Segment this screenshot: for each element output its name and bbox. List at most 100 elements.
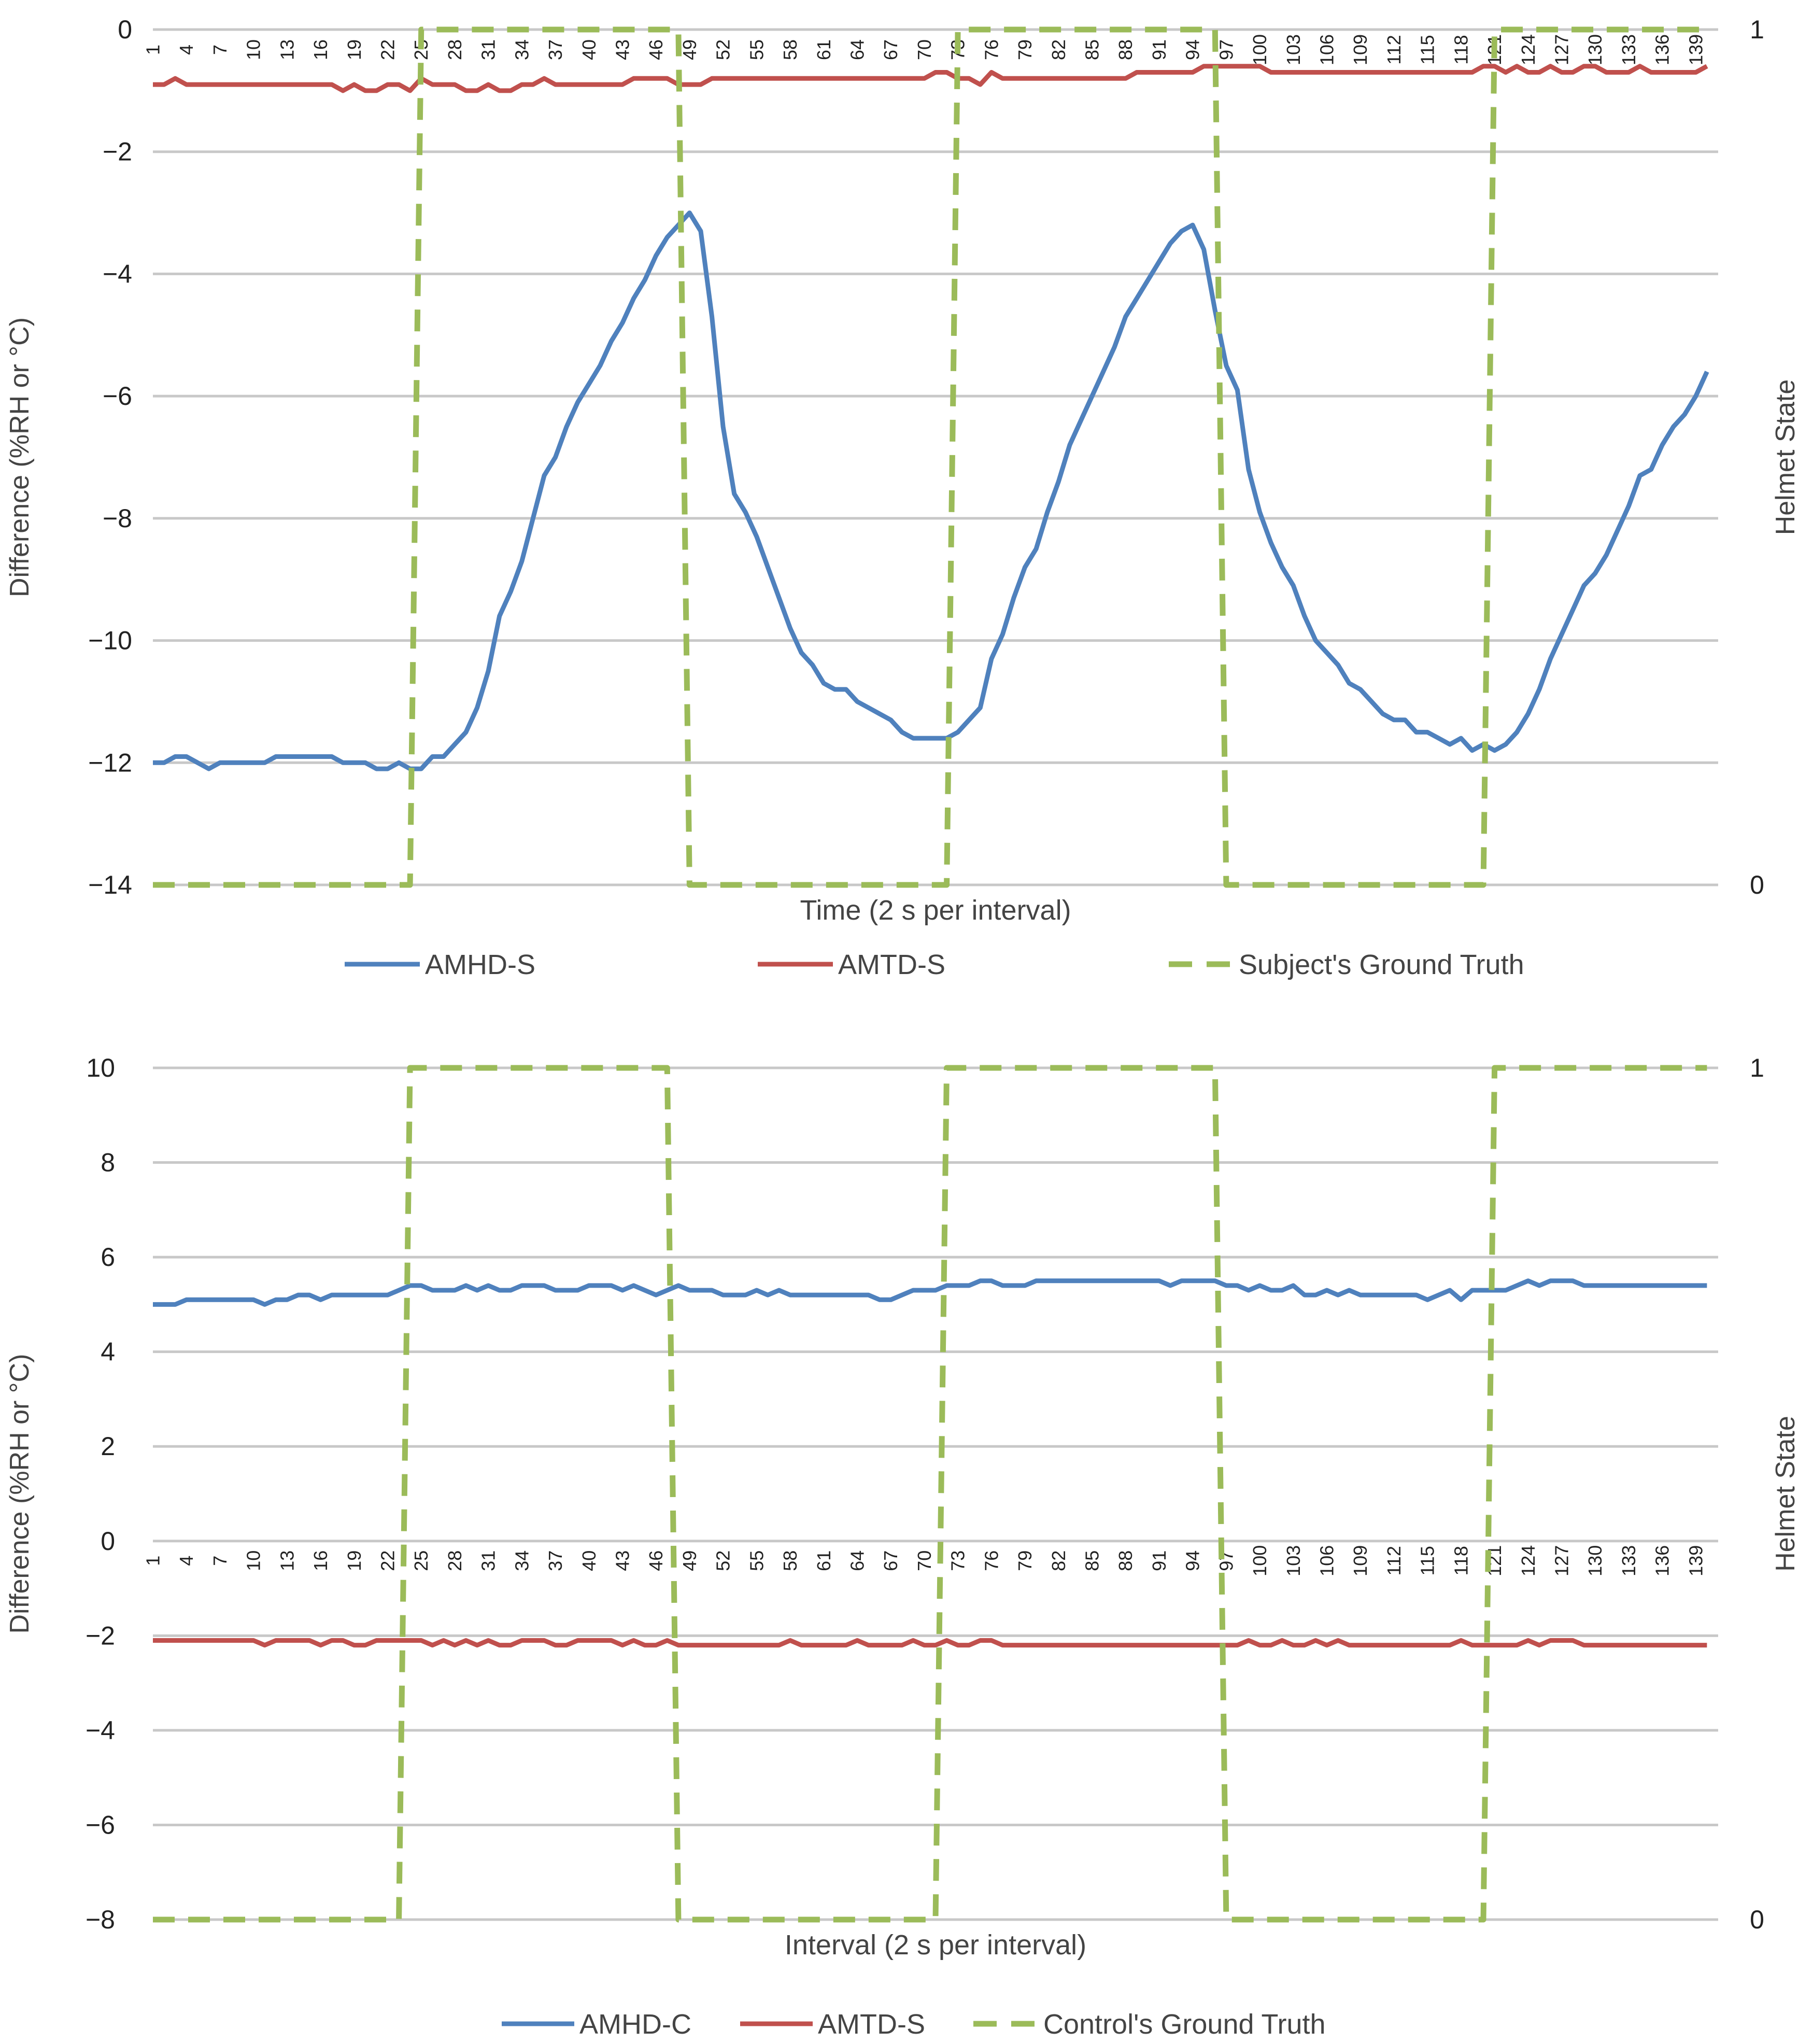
x-tick-label: 28 — [444, 39, 465, 60]
x-tick-label: 73 — [947, 1550, 969, 1571]
x-tick-label: 55 — [746, 39, 767, 60]
x-tick-label: 4 — [176, 45, 197, 55]
x-tick-label: 19 — [344, 39, 365, 60]
x-tick-label: 10 — [243, 1550, 264, 1571]
x-tick-label: 85 — [1082, 39, 1103, 60]
x-tick-label: 16 — [310, 1550, 331, 1571]
x-tick-label: 40 — [578, 39, 600, 60]
y-tick-label: 4 — [101, 1337, 115, 1366]
x-tick-label: 31 — [478, 39, 499, 60]
x-tick-label: 61 — [813, 39, 834, 60]
y-tick-label: −2 — [103, 137, 132, 166]
x-tick-label: 37 — [545, 1550, 566, 1571]
x-tick-label: 43 — [612, 39, 633, 60]
x-tick-label: 58 — [780, 39, 801, 60]
x-tick-label: 34 — [511, 39, 532, 60]
x-tick-label: 115 — [1417, 35, 1438, 64]
top-chart: 0−2−4−6−8−10−12−14 011 4 7 10 13 16 19 22 25 28 31 3… — [5, 15, 1801, 980]
x-tick-label: 13 — [276, 1550, 298, 1571]
x-tick-label: 61 — [813, 1550, 834, 1571]
x-tick-label: 88 — [1115, 39, 1136, 60]
x-tick-label: 64 — [847, 1550, 868, 1571]
series-line-subject-s-ground-truth — [153, 26, 1707, 888]
x-tick-label: 22 — [377, 39, 399, 60]
x-tick-label: 85 — [1082, 1550, 1103, 1571]
x-tick-label: 70 — [914, 39, 935, 60]
x-tick-label: 91 — [1149, 39, 1170, 60]
y-axis-title: Difference (%RH or °C) — [5, 317, 35, 597]
x-tick-label: 97 — [1215, 39, 1237, 60]
x-tick-label: 136 — [1652, 34, 1673, 65]
legend-label: AMTD-S — [818, 2009, 925, 2040]
legend-label: Subject's Ground Truth — [1239, 949, 1524, 980]
x-tick-label: 103 — [1283, 1545, 1304, 1576]
x-tick-label: 79 — [1014, 39, 1036, 60]
legend-label: AMTD-S — [838, 949, 945, 980]
x-tick-label: 4 — [176, 1556, 197, 1566]
y-tick-label: 6 — [101, 1243, 115, 1272]
x-tick-label: 139 — [1685, 34, 1706, 65]
x-tick-label: 139 — [1685, 1545, 1706, 1576]
y-tick-label: −2 — [86, 1621, 115, 1650]
y-tick-label: 0 — [118, 15, 132, 44]
x-tick-label: 58 — [780, 1550, 801, 1571]
x-tick-label: 1 — [143, 45, 164, 55]
y-tick-label: −6 — [86, 1810, 115, 1839]
x-tick-label: 124 — [1518, 1545, 1539, 1576]
y-tick-label: −14 — [88, 870, 132, 899]
x-tick-label: 106 — [1316, 34, 1338, 65]
x-tick-label: 109 — [1350, 34, 1371, 65]
x-axis-title: Interval (2 s per interval) — [785, 1929, 1086, 1961]
x-tick-label: 130 — [1584, 34, 1606, 65]
x-tick-label: 25 — [410, 1550, 432, 1571]
x-tick-label: 70 — [914, 1550, 935, 1571]
y2-tick-label: 0 — [1750, 870, 1764, 899]
series-line-amtd-s — [153, 64, 1708, 93]
y-tick-label: 10 — [86, 1053, 115, 1082]
x-tick-label: 91 — [1149, 1550, 1170, 1571]
x-tick-label: 40 — [578, 1550, 600, 1571]
legend-label: AMHD-S — [425, 949, 535, 980]
x-tick-label: 100 — [1249, 34, 1270, 65]
y2-tick-label: 0 — [1750, 1905, 1764, 1934]
x-tick-label: 34 — [511, 1550, 532, 1571]
x-tick-label: 7 — [209, 45, 231, 55]
x-tick-label: 103 — [1283, 34, 1304, 65]
y-tick-label: −4 — [86, 1716, 115, 1745]
y-tick-label: −8 — [103, 504, 132, 533]
x-tick-label: 19 — [344, 1550, 365, 1571]
x-tick-label: 52 — [713, 1550, 734, 1571]
series-line-amtd-s — [153, 1638, 1707, 1648]
x-tick-label: 124 — [1518, 34, 1539, 65]
x-tick-label: 79 — [1014, 1550, 1036, 1571]
x-axis-title: Time (2 s per interval) — [800, 895, 1071, 926]
x-tick-label: 37 — [545, 39, 566, 60]
x-tick-label: 127 — [1551, 34, 1573, 65]
x-tick-label: 46 — [645, 39, 667, 60]
x-tick-label: 82 — [1048, 1550, 1069, 1571]
x-tick-label: 100 — [1249, 1545, 1270, 1576]
x-tick-label: 130 — [1584, 1545, 1606, 1576]
x-tick-label: 88 — [1115, 1550, 1136, 1571]
x-tick-label: 46 — [645, 1550, 667, 1571]
y-tick-label: 0 — [101, 1527, 115, 1556]
x-tick-label: 28 — [444, 1550, 465, 1571]
x-tick-label: 112 — [1383, 35, 1405, 64]
legend-label: Control's Ground Truth — [1043, 2009, 1326, 2040]
x-tick-label: 7 — [209, 1556, 231, 1566]
x-tick-label: 118 — [1450, 1546, 1471, 1575]
y2-axis-title: Helmet State — [1770, 1416, 1801, 1572]
y2-tick-label: 1 — [1750, 15, 1764, 44]
series-line-control-s-ground-truth — [153, 1065, 1707, 1923]
x-tick-label: 67 — [880, 1550, 901, 1571]
x-tick-label: 22 — [377, 1550, 399, 1571]
series-line-amhd-c — [153, 1278, 1707, 1307]
x-tick-label: 94 — [1182, 1550, 1203, 1571]
x-tick-label: 31 — [478, 1550, 499, 1571]
y-tick-label: −10 — [88, 626, 132, 655]
y-tick-label: −8 — [86, 1905, 115, 1934]
x-tick-label: 106 — [1316, 1545, 1338, 1576]
y-tick-label: −12 — [88, 748, 132, 777]
x-tick-label: 16 — [310, 39, 331, 60]
